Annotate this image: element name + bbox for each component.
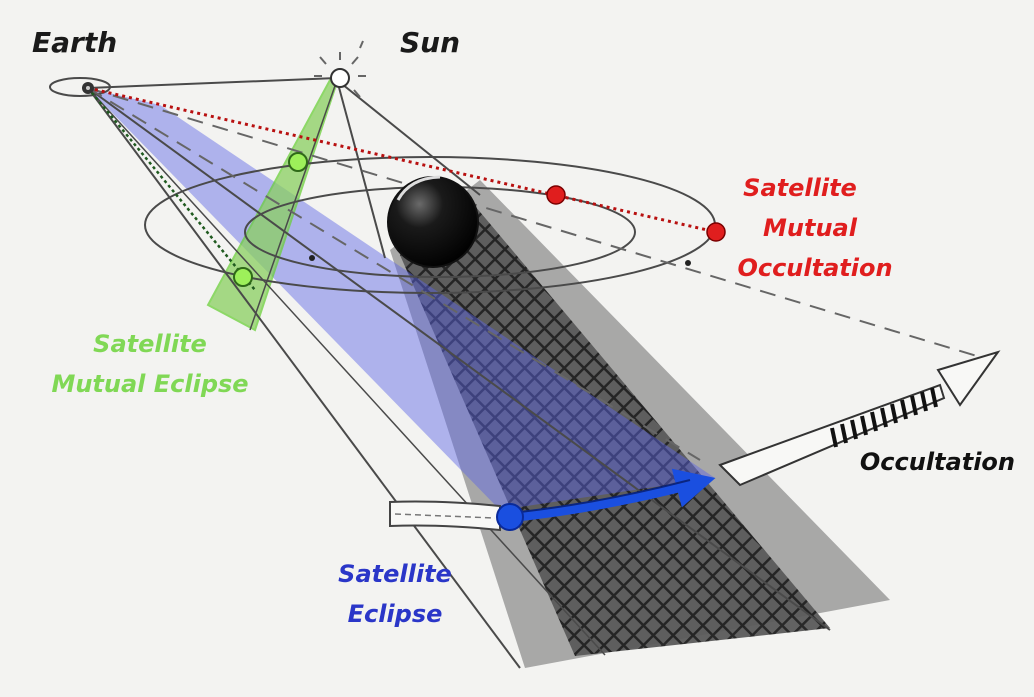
sun-label: Sun	[400, 26, 460, 59]
earth-line-green-dotted	[87, 87, 256, 291]
mutual-eclipse-label-line2: Mutual Eclipse	[51, 370, 248, 398]
sun-ray-2	[336, 79, 481, 196]
eclipsed-satellite-green	[233, 267, 253, 287]
dashed-line-2	[87, 87, 701, 461]
earth-sun-line	[87, 77, 338, 89]
sun-ray-1	[336, 79, 386, 259]
eclipsing-satellite-green	[288, 152, 308, 172]
earth-line-1	[87, 87, 521, 669]
planet-shadow-umbra	[400, 200, 830, 656]
earth-label: Earth	[32, 26, 117, 59]
dashed-line-1	[87, 87, 991, 361]
planet-highlight	[396, 175, 441, 201]
orbit-dot-1	[309, 255, 315, 261]
sun	[314, 40, 366, 98]
occultation-label: Occultation	[860, 448, 1015, 476]
sun-ray-3	[249, 79, 338, 331]
satellite-eclipse-cone	[88, 88, 715, 510]
eclipse-label-line1: Satellite	[338, 560, 452, 588]
orbit-dot-2	[685, 260, 691, 266]
occultation-arrow	[718, 350, 1001, 487]
mutual-occultation-label-line3: Occultation	[737, 254, 892, 282]
eclipsed-satellite-blue	[496, 503, 524, 531]
earth-line-2	[87, 87, 606, 656]
satellite-track-left	[389, 500, 501, 532]
earth-line-3	[87, 87, 831, 631]
eclipse-path-arrow	[507, 468, 716, 522]
mutual-eclipse-label-line1: Satellite	[93, 330, 207, 358]
mutual-occultation-label-line2: Mutual	[763, 214, 858, 242]
mutual-occultation-line	[87, 86, 717, 234]
eclipse-label-line2: Eclipse	[348, 600, 443, 628]
occulting-satellite	[546, 185, 566, 205]
occulted-satellite	[706, 222, 726, 242]
planet	[387, 176, 479, 268]
mutual-occultation-label-line1: Satellite	[743, 174, 857, 202]
